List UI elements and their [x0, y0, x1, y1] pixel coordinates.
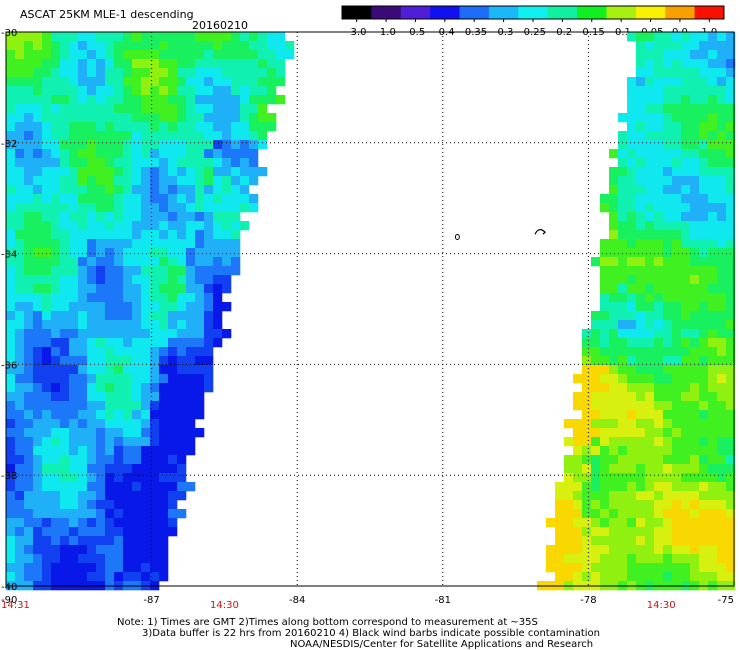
lon-label: -81 — [435, 595, 451, 606]
lon-label: -84 — [289, 595, 305, 606]
colorbar-swatch — [518, 6, 549, 19]
product-date: 20160210 — [192, 19, 248, 32]
colorbar-swatch — [430, 6, 461, 19]
colorbar-swatch — [635, 6, 666, 19]
contamination-barb — [454, 233, 460, 240]
lon-label: -90 — [1, 595, 17, 606]
colorbar-swatch — [547, 6, 578, 19]
note-line-3: NOAA/NESDIS/Center for Satellite Applica… — [290, 639, 594, 650]
time-label: 14:30 — [647, 600, 676, 611]
note-line-2: 3)Data buffer is 22 hrs from 20160210 4)… — [142, 628, 600, 639]
lon-label: -78 — [580, 595, 596, 606]
colorbar-swatch — [488, 6, 519, 19]
time-label: 14:31 — [1, 600, 30, 611]
lat-label: -40 — [1, 582, 17, 593]
lon-label: -87 — [143, 595, 159, 606]
colorbar-swatch — [665, 6, 696, 19]
colorbar-swatch — [371, 6, 402, 19]
lat-label: -38 — [1, 471, 17, 482]
colorbar-swatch — [342, 6, 372, 19]
colorbar-swatch — [694, 6, 725, 19]
product-title: ASCAT 25KM MLE-1 descending — [20, 8, 194, 21]
map-frame — [5, 31, 735, 587]
lat-label: -32 — [1, 139, 17, 150]
colorbar-swatch — [459, 6, 490, 19]
lat-label: -36 — [1, 360, 17, 371]
swath-pixels — [6, 32, 736, 591]
lon-label: -75 — [718, 595, 734, 606]
colorbar-swatch — [577, 6, 607, 19]
note-line-1: Note: 1) Times are GMT 2)Times along bot… — [117, 617, 538, 628]
colorbar-swatch — [606, 6, 637, 19]
lat-label: -30 — [1, 28, 17, 39]
lat-label: -34 — [1, 250, 17, 261]
contamination-barb — [534, 229, 546, 235]
colorbar-swatch — [400, 6, 431, 19]
time-label: 14:30 — [210, 600, 239, 611]
